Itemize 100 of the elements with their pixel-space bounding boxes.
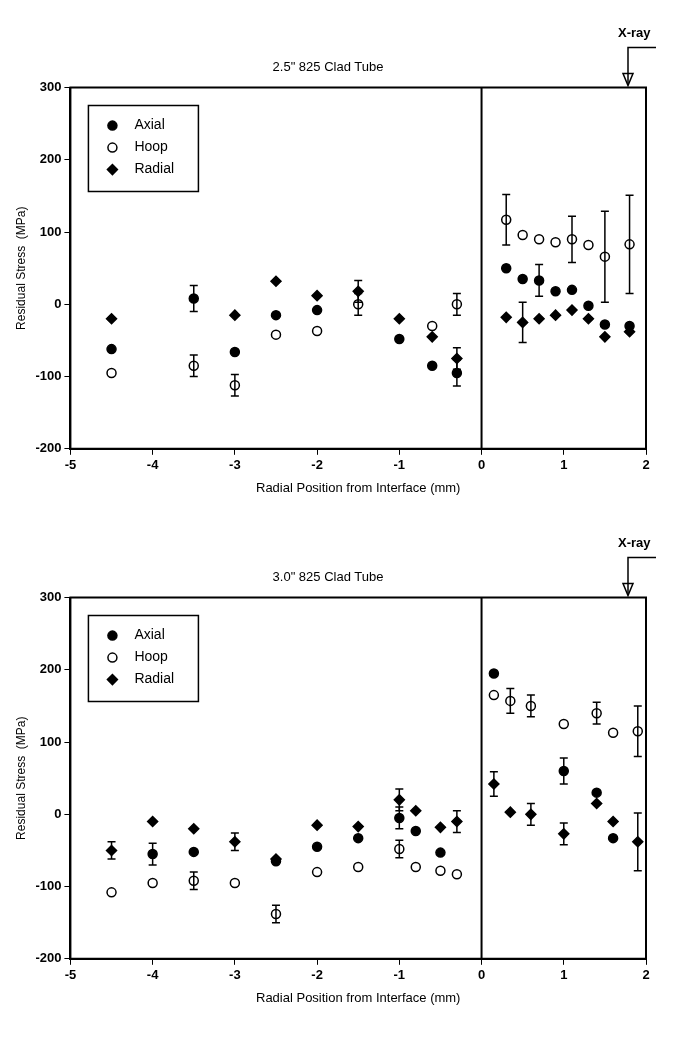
point — [146, 815, 159, 828]
point — [352, 820, 364, 833]
point — [550, 236, 561, 248]
point — [229, 346, 241, 358]
text: X-ray — [618, 24, 652, 40]
y-tick-label: 200 — [39, 151, 62, 167]
legend-label: Axial — [134, 116, 165, 133]
point — [558, 718, 570, 730]
point — [426, 320, 438, 332]
legend-label: Radial — [134, 670, 175, 687]
point — [566, 304, 578, 316]
point — [488, 689, 500, 701]
point — [488, 668, 500, 679]
point — [590, 797, 603, 810]
point — [229, 877, 241, 889]
legend-label: Hoop — [134, 648, 169, 665]
y-tick-label: -100 — [35, 368, 62, 384]
point — [516, 316, 529, 329]
point — [188, 823, 200, 835]
point — [147, 877, 158, 889]
point — [607, 815, 619, 828]
point — [311, 325, 323, 337]
point — [517, 229, 528, 241]
x-tick-label: 2 — [642, 457, 650, 473]
x-tick-label: -5 — [64, 967, 77, 983]
point — [550, 286, 561, 297]
point — [435, 865, 446, 876]
point — [311, 304, 323, 316]
legend-label: Axial — [134, 626, 165, 643]
point — [533, 313, 545, 325]
y-tick-label: 0 — [54, 805, 62, 821]
legend-label: Hoop — [134, 138, 169, 155]
y-tick-label: -200 — [35, 950, 62, 966]
point — [599, 319, 611, 330]
point — [533, 234, 545, 245]
chart-title: 2.5" 825 Clad Tube — [272, 59, 384, 75]
x-tick-label: 2 — [642, 967, 650, 983]
point — [105, 313, 118, 325]
point — [599, 331, 611, 343]
point — [583, 300, 594, 312]
point — [566, 284, 578, 296]
x-tick-label: -1 — [393, 457, 406, 473]
point — [591, 787, 602, 798]
point — [270, 275, 282, 287]
x-axis-title: Radial Position from Interface (mm) — [255, 479, 461, 495]
x-tick-label: 0 — [477, 457, 486, 473]
x-tick-label: -1 — [393, 967, 406, 983]
y-tick-label: 0 — [54, 295, 62, 311]
y-axis-title: Residual Stress (MPa) — [13, 206, 28, 330]
x-tick-label: -5 — [64, 457, 77, 473]
point — [517, 273, 528, 285]
point — [451, 869, 463, 880]
x-tick-label: -2 — [311, 457, 323, 473]
y-tick-label: 200 — [39, 661, 62, 677]
x-tick-label: -2 — [311, 967, 323, 983]
x-tick-label: -3 — [229, 967, 241, 983]
point — [607, 832, 619, 844]
point — [106, 367, 117, 379]
point — [549, 309, 562, 321]
point — [504, 806, 517, 818]
point — [188, 846, 200, 858]
point — [393, 313, 406, 325]
point — [229, 309, 241, 321]
x-tick-label: -3 — [229, 457, 241, 473]
point — [582, 313, 595, 325]
x-tick-label: 1 — [560, 457, 568, 473]
point — [311, 819, 323, 831]
point — [270, 329, 282, 340]
point — [311, 866, 323, 878]
y-tick-label: 100 — [39, 223, 62, 239]
point — [352, 832, 364, 844]
y-tick-label: 300 — [39, 79, 62, 95]
x-tick-label: -4 — [146, 457, 160, 473]
point — [352, 861, 364, 873]
point — [500, 311, 512, 324]
point — [410, 861, 422, 873]
point — [311, 289, 323, 302]
y-axis-title: Residual Stress (MPa) — [13, 716, 28, 840]
y-tick-label: 300 — [39, 589, 62, 605]
x-axis-title: Radial Position from Interface (mm) — [255, 989, 461, 1005]
point — [106, 343, 117, 355]
point — [607, 727, 619, 738]
point — [583, 239, 594, 251]
point — [410, 804, 422, 817]
point — [435, 847, 446, 858]
y-tick-label: -200 — [35, 440, 62, 456]
point — [270, 309, 282, 321]
point — [106, 887, 117, 898]
x-tick-label: 1 — [560, 967, 568, 983]
point — [311, 841, 323, 853]
legend-label: Radial — [134, 160, 175, 177]
y-tick-label: 100 — [39, 733, 62, 749]
point — [434, 821, 447, 834]
y-tick-label: -100 — [35, 878, 62, 894]
x-tick-label: 0 — [477, 967, 486, 983]
chart-title: 3.0" 825 Clad Tube — [272, 569, 384, 585]
point — [410, 825, 422, 837]
point — [426, 360, 438, 371]
point — [426, 331, 438, 343]
text: X-ray — [618, 534, 652, 550]
